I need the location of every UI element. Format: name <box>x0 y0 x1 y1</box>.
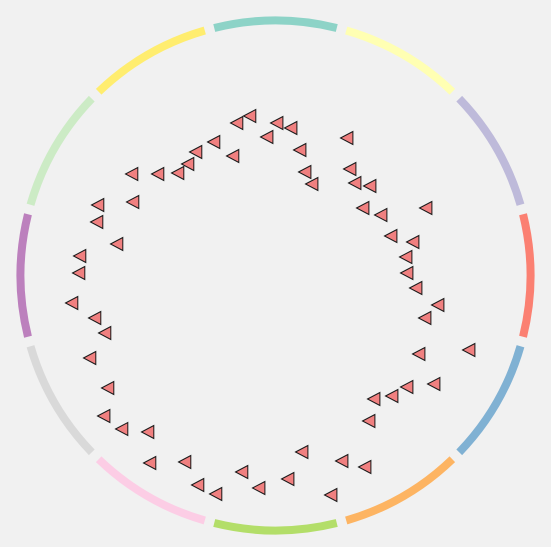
data-point <box>347 175 362 191</box>
ring-segment <box>345 26 456 95</box>
data-point <box>97 325 112 341</box>
ring-segment <box>456 95 525 206</box>
data-point <box>398 249 413 265</box>
data-point <box>180 156 195 172</box>
data-point <box>140 424 155 440</box>
data-point <box>251 480 266 496</box>
data-point <box>373 207 388 223</box>
color-ring <box>16 16 535 535</box>
data-point <box>384 388 399 404</box>
data-point <box>259 129 274 145</box>
data-point <box>361 413 376 429</box>
data-point <box>383 228 398 244</box>
data-point <box>206 134 221 150</box>
data-point <box>234 464 249 480</box>
data-point <box>150 166 165 182</box>
ring-segment <box>26 345 95 456</box>
data-point <box>177 454 192 470</box>
ring-segment <box>213 16 338 32</box>
data-point <box>283 120 298 136</box>
data-point <box>269 115 284 131</box>
scatter-points <box>64 108 476 503</box>
data-point <box>96 408 111 424</box>
data-point <box>430 297 445 313</box>
data-point <box>280 471 295 487</box>
ring-segment <box>16 213 32 338</box>
ring-segment <box>213 519 338 535</box>
ring-segment <box>95 456 206 525</box>
data-point <box>90 197 105 213</box>
data-point <box>72 248 87 264</box>
data-point <box>225 148 240 164</box>
data-point <box>399 265 414 281</box>
data-point <box>342 161 357 177</box>
data-point <box>229 115 244 131</box>
data-point <box>242 108 257 124</box>
data-point <box>292 142 307 158</box>
data-point <box>355 200 370 216</box>
data-point <box>411 346 426 362</box>
data-point <box>124 166 139 182</box>
data-point <box>362 178 377 194</box>
data-point <box>208 486 223 502</box>
ring-segment <box>519 213 535 338</box>
data-point <box>366 391 381 407</box>
data-point <box>109 236 124 252</box>
data-point <box>323 487 338 503</box>
data-point <box>304 176 319 192</box>
data-point <box>294 444 309 460</box>
data-point <box>461 342 476 358</box>
data-point <box>114 421 129 437</box>
data-point <box>190 477 205 493</box>
data-point <box>426 376 441 392</box>
data-point <box>297 164 312 180</box>
data-point <box>64 295 79 311</box>
data-point <box>100 380 115 396</box>
data-point <box>170 165 185 181</box>
data-point <box>417 310 432 326</box>
data-point <box>89 214 104 230</box>
ring-segment <box>26 95 95 206</box>
ring-segment <box>456 345 525 456</box>
data-point <box>399 379 414 395</box>
data-point <box>408 280 423 296</box>
data-point <box>339 130 354 146</box>
ring-segment <box>345 456 456 525</box>
data-point <box>125 194 140 210</box>
data-point <box>142 455 157 471</box>
data-point <box>418 200 433 216</box>
data-point <box>334 453 349 469</box>
ring-segment <box>95 26 206 95</box>
data-point <box>82 350 97 366</box>
data-point <box>87 310 102 326</box>
data-point <box>357 459 372 475</box>
data-point <box>405 234 420 250</box>
data-point <box>71 265 86 281</box>
data-point <box>188 144 203 160</box>
